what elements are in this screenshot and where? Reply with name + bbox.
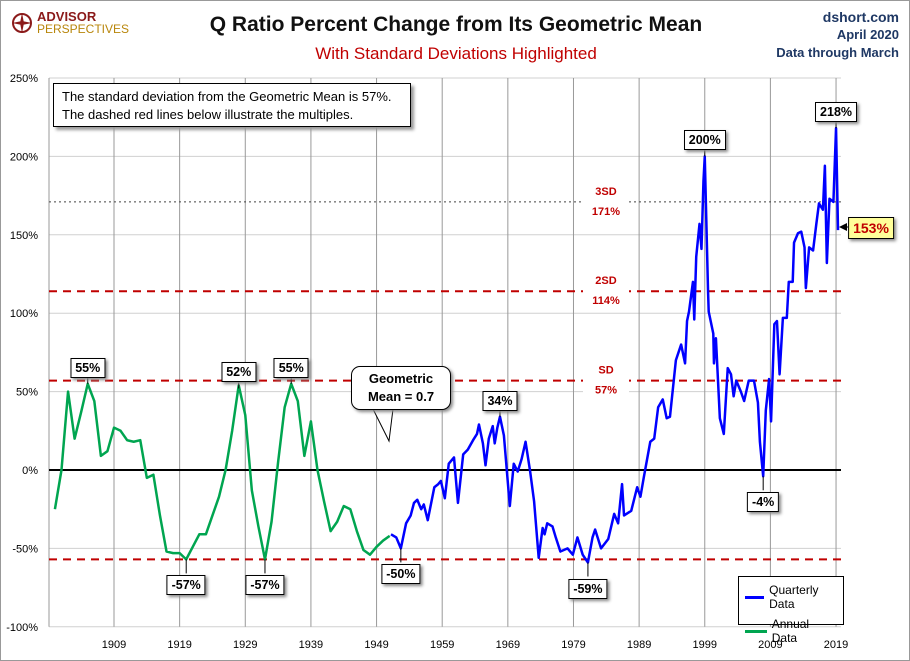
annotation-label: 218%	[815, 102, 858, 123]
compass-logo-icon	[12, 13, 32, 33]
x-tick-label: 1979	[561, 639, 585, 651]
legend-label: Quarterly Data	[769, 583, 819, 611]
y-tick-label: -100%	[6, 622, 38, 634]
annotation-label: -57%	[245, 575, 285, 596]
x-tick-label: 1969	[496, 639, 520, 651]
annotation-label: 55%	[273, 357, 309, 378]
sd-label: 2SD	[595, 275, 616, 287]
info-line2: The dashed red lines below illustrate th…	[62, 107, 354, 122]
legend-swatch	[745, 629, 767, 633]
callout-tail	[372, 408, 394, 443]
annotation-label: -59%	[568, 578, 608, 599]
y-tick-label: 150%	[10, 230, 38, 242]
sd-value-label: 114%	[592, 295, 620, 307]
legend-swatch	[745, 595, 765, 599]
source-label: dshort.com	[822, 9, 899, 25]
y-tick-label: 250%	[10, 73, 38, 85]
x-tick-label: 1989	[627, 639, 651, 651]
y-tick-label: 100%	[10, 308, 38, 320]
legend-item-quarterly: Quarterly Data	[745, 583, 837, 611]
logo-line2: PERSPECTIVES	[37, 22, 130, 36]
last-value-label: 153%	[848, 217, 894, 239]
geometric-mean-callout: Geometric Mean = 0.7	[351, 366, 451, 410]
callout-line2: Mean = 0.7	[367, 389, 435, 404]
y-tick-label: 50%	[16, 387, 38, 399]
x-tick-label: 1999	[693, 639, 717, 651]
x-tick-label: 2009	[758, 639, 782, 651]
legend-item-annual: Annual Data	[745, 617, 837, 645]
chart-subtitle: With Standard Deviations Highlighted	[315, 44, 597, 63]
sd-label-bg	[583, 274, 629, 309]
x-tick-label: 1909	[102, 639, 126, 651]
annotation-label: -50%	[381, 564, 421, 585]
sd-value-label: 171%	[592, 206, 620, 218]
arrow-icon	[839, 223, 847, 231]
sd-label: SD	[598, 365, 613, 377]
x-tick-label: 1929	[233, 639, 257, 651]
sd-label: 3SD	[595, 186, 616, 198]
quarterly-data-line	[390, 126, 840, 564]
x-tick-label: 1959	[430, 639, 454, 651]
sd-label-bg	[583, 363, 629, 398]
annotation-label: 200%	[683, 130, 726, 151]
x-tick-label: 1919	[167, 639, 191, 651]
date-label: April 2020	[836, 27, 899, 42]
sd-value-label: 57%	[595, 385, 617, 397]
y-tick-label: 200%	[10, 151, 38, 163]
y-tick-label: -50%	[12, 543, 38, 555]
annotation-label: -4%	[747, 492, 780, 513]
y-tick-label: 0%	[22, 465, 38, 477]
annotation-label: 55%	[70, 357, 106, 378]
logo: ADVISOR PERSPECTIVES	[11, 9, 130, 36]
legend-label: Annual Data	[771, 617, 810, 645]
data-through-label: Data through March	[776, 45, 899, 60]
annotation-label: -57%	[166, 575, 206, 596]
info-box: The standard deviation from the Geometri…	[53, 83, 411, 127]
annotation-label: 52%	[221, 362, 257, 383]
callout-line1: Geometric	[368, 371, 434, 386]
chart-title: Q Ratio Percent Change from Its Geometri…	[209, 13, 703, 36]
annotation-label: 34%	[482, 390, 518, 411]
info-line1: The standard deviation from the Geometri…	[62, 89, 392, 104]
legend: Quarterly Data Annual Data	[738, 576, 844, 645]
logo-line1: ADVISOR	[37, 9, 97, 24]
x-tick-label: 2019	[824, 639, 848, 651]
annual-data-line	[53, 382, 391, 561]
sd-label-bg	[583, 184, 629, 219]
x-tick-label: 1949	[364, 639, 388, 651]
x-tick-label: 1939	[299, 639, 323, 651]
